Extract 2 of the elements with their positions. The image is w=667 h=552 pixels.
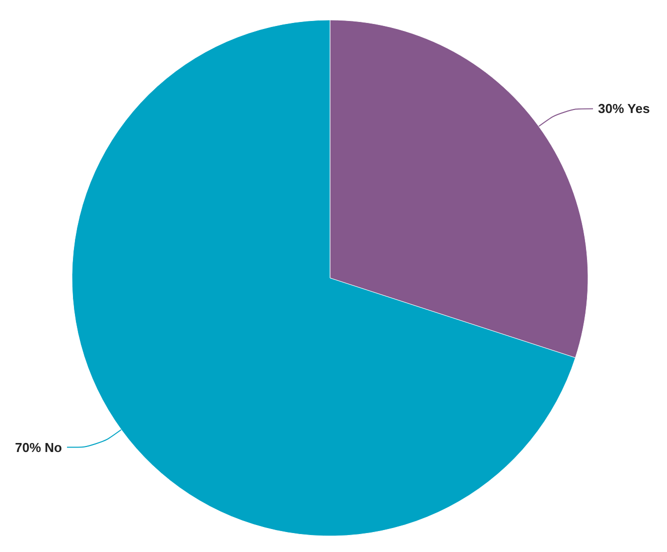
slice-label: 30% Yes bbox=[598, 101, 650, 116]
slice-label: 70% No bbox=[15, 440, 62, 455]
